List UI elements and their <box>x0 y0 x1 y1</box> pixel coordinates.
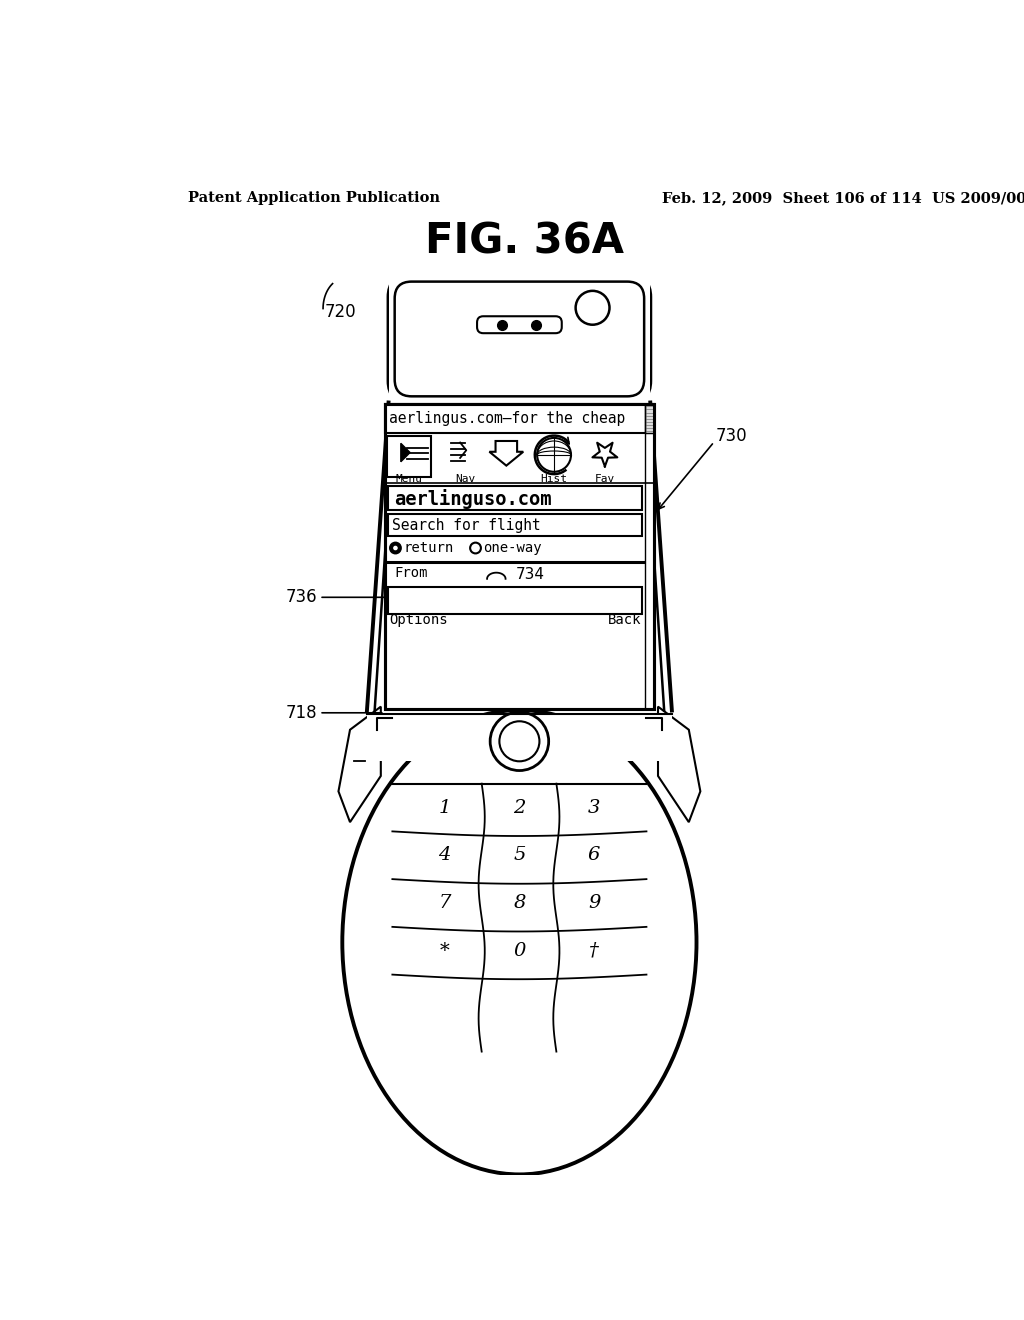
Text: aerlingus.com–for the cheap: aerlingus.com–for the cheap <box>388 411 625 426</box>
Text: 3: 3 <box>588 799 600 817</box>
Polygon shape <box>489 441 523 466</box>
Circle shape <box>500 721 540 762</box>
Bar <box>385 404 654 433</box>
Text: 4: 4 <box>438 846 451 865</box>
Bar <box>388 486 642 510</box>
Text: one-way: one-way <box>483 541 542 554</box>
Ellipse shape <box>342 710 696 1175</box>
Text: 1: 1 <box>438 799 451 817</box>
Text: aerlinguso.com: aerlinguso.com <box>394 488 551 508</box>
Circle shape <box>390 543 400 553</box>
Text: 720: 720 <box>325 304 356 321</box>
Text: Search for flight: Search for flight <box>392 519 541 533</box>
Text: 8: 8 <box>513 894 525 912</box>
Text: 730: 730 <box>716 426 748 445</box>
Bar <box>366 399 674 710</box>
Text: From: From <box>394 566 427 579</box>
Text: 718: 718 <box>286 704 316 722</box>
Bar <box>388 272 650 403</box>
Text: Fav: Fav <box>595 474 615 484</box>
Bar <box>645 404 654 433</box>
Polygon shape <box>400 444 410 462</box>
Circle shape <box>470 543 481 553</box>
Text: 9: 9 <box>588 894 600 912</box>
Text: 734: 734 <box>515 566 545 582</box>
Text: 7: 7 <box>438 894 451 912</box>
Text: Back: Back <box>608 614 642 627</box>
Text: Menu: Menu <box>395 474 422 484</box>
Bar <box>388 586 642 614</box>
Bar <box>387 436 431 478</box>
Bar <box>385 404 654 709</box>
Text: Hist: Hist <box>541 474 567 484</box>
Bar <box>388 515 642 536</box>
Text: Options: Options <box>389 614 447 627</box>
Circle shape <box>393 545 397 550</box>
Polygon shape <box>339 706 381 822</box>
Text: 736: 736 <box>286 589 316 606</box>
Text: 5: 5 <box>513 846 525 865</box>
Text: FIG. 36A: FIG. 36A <box>425 220 625 263</box>
FancyBboxPatch shape <box>394 281 644 396</box>
Text: 0: 0 <box>513 941 525 960</box>
Polygon shape <box>658 706 700 822</box>
Text: Patent Application Publication: Patent Application Publication <box>188 191 440 206</box>
Text: Nav: Nav <box>456 474 476 484</box>
Text: *: * <box>440 941 450 960</box>
Circle shape <box>490 711 549 771</box>
Circle shape <box>575 290 609 325</box>
Bar <box>367 714 672 760</box>
Text: Feb. 12, 2009  Sheet 106 of 114  US 2009/0044126 A1: Feb. 12, 2009 Sheet 106 of 114 US 2009/0… <box>662 191 1024 206</box>
FancyBboxPatch shape <box>477 317 562 333</box>
Text: †: † <box>589 941 599 960</box>
Text: return: return <box>403 541 454 554</box>
Bar <box>645 404 654 709</box>
Text: 2: 2 <box>513 799 525 817</box>
Text: 6: 6 <box>588 846 600 865</box>
FancyBboxPatch shape <box>388 276 650 403</box>
Circle shape <box>538 438 571 471</box>
Bar <box>385 404 654 709</box>
